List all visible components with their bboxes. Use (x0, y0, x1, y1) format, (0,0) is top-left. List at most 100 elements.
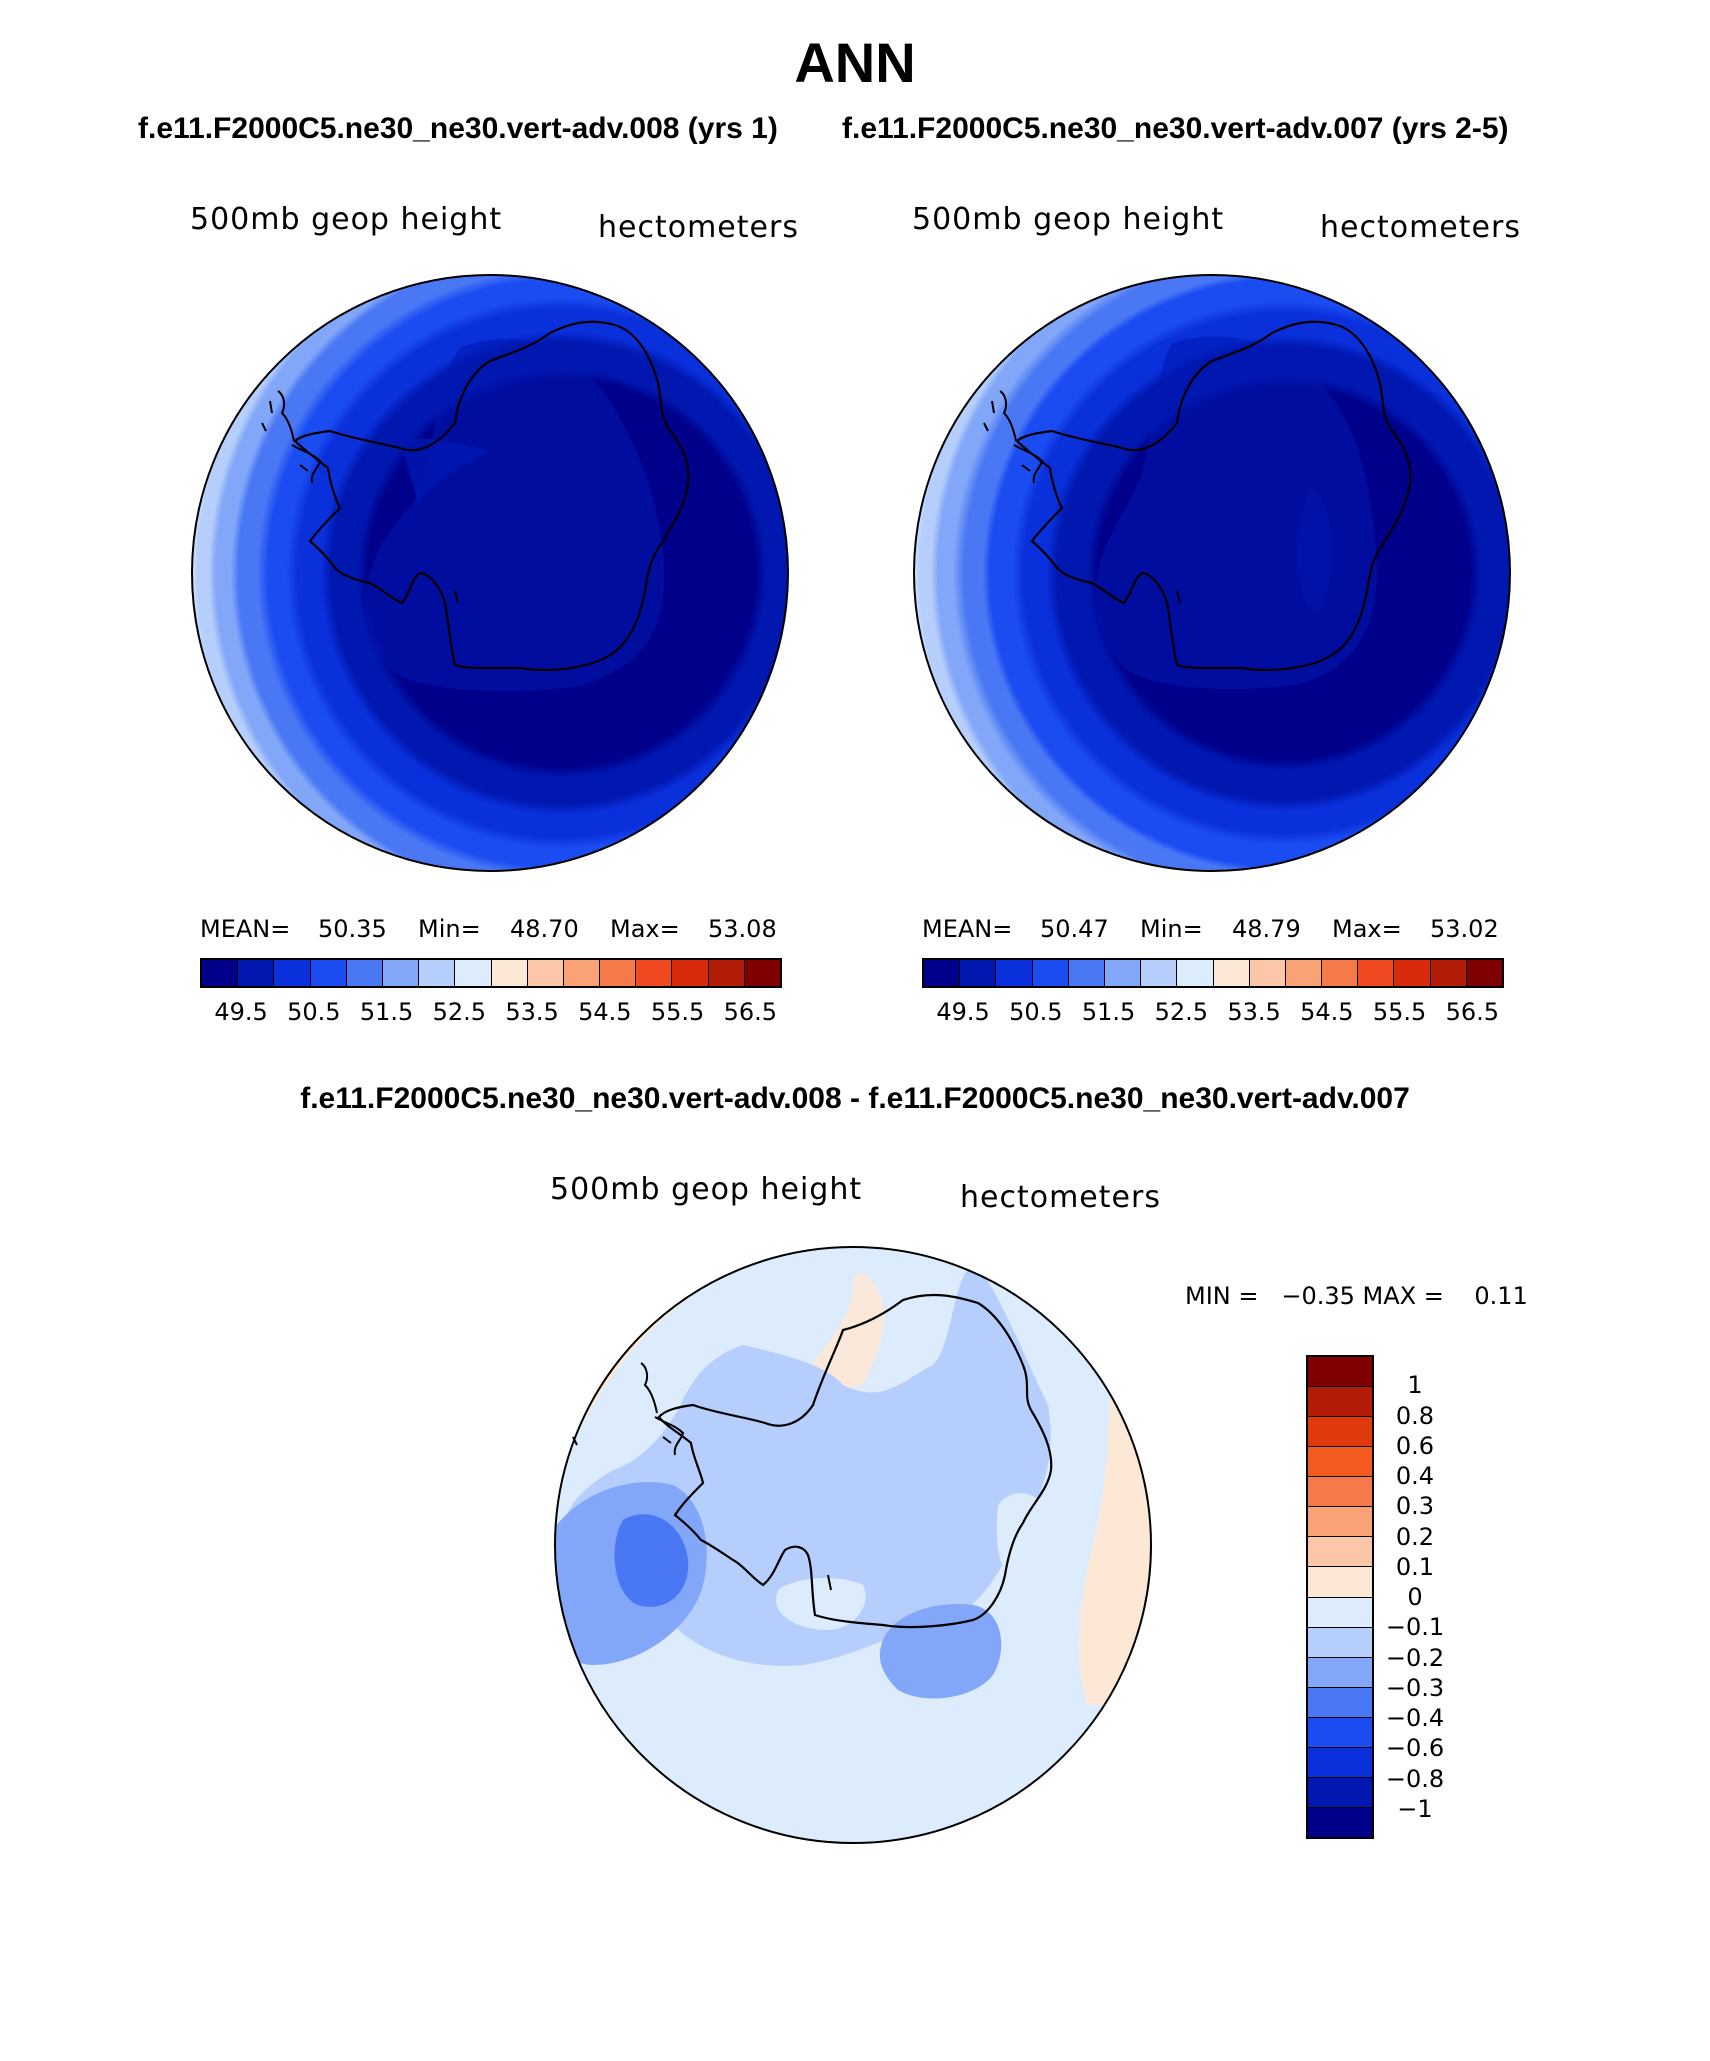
colorbar-tick-label: 56.5 (1445, 998, 1500, 1026)
colorbar-swatch (455, 960, 492, 986)
colorbar-swatch (563, 960, 601, 986)
colorbar-tick-label: −0.3 (1385, 1673, 1445, 1702)
colorbar-tick-label: −0.8 (1385, 1764, 1445, 1793)
colorbar-tick-label: 1 (1407, 1371, 1423, 1400)
colorbar-tick-label: 50.5 (1009, 998, 1063, 1026)
colorbar-swatch (1032, 960, 1069, 986)
panel1-mean-label: MEAN= (200, 915, 291, 943)
panel1-max-label: Max= (610, 915, 680, 943)
colorbar-swatch (419, 960, 456, 986)
colorbar-tick-label: 50.5 (287, 998, 341, 1026)
panel3-difference-map (554, 1246, 1152, 1844)
colorbar-swatch (1308, 1477, 1372, 1508)
colorbar-tick-label: 53.5 (1227, 998, 1281, 1026)
colorbar-swatch (1068, 960, 1105, 986)
colorbar-swatch (600, 960, 637, 986)
panel2-mean-label: MEAN= (922, 915, 1013, 943)
panel3-minmax-label: MIN = −0.35 MAX = 0.11 (1185, 1282, 1528, 1310)
colorbar-swatch (1308, 1417, 1372, 1448)
colorbar-swatch (382, 960, 420, 986)
colorbar-swatch (1308, 1597, 1372, 1628)
colorbar-swatch (1308, 1537, 1372, 1568)
colorbar-tick-label: 51.5 (1081, 998, 1136, 1026)
colorbar-tick-label: −0.6 (1385, 1734, 1445, 1763)
panel1-min-label: Min= (418, 915, 481, 943)
colorbar-swatch (202, 960, 239, 986)
panel2-min-value: 48.79 (1232, 915, 1301, 943)
colorbar-swatch (1322, 960, 1359, 986)
colorbar-tick-label: 0.2 (1395, 1522, 1435, 1551)
colorbar-tick-label: 52.5 (1154, 998, 1209, 1026)
colorbar-tick-label: −0.2 (1385, 1643, 1445, 1672)
colorbar-swatch (1308, 1807, 1372, 1837)
colorbar-swatch (1285, 960, 1323, 986)
panel1-min-value: 48.70 (510, 915, 579, 943)
colorbar-swatch (1308, 1387, 1372, 1418)
panel1-units-label: hectometers (598, 210, 799, 245)
colorbar-swatch (960, 960, 997, 986)
colorbar-swatch (744, 960, 780, 986)
colorbar-tick-label: 49.5 (214, 998, 268, 1026)
panel2-polar-map (913, 274, 1511, 872)
colorbar-swatch (1308, 1777, 1372, 1808)
difference-title: f.e11.F2000C5.ne30_ne30.vert-adv.008 - f… (300, 1082, 1410, 1115)
colorbar-swatch (1249, 960, 1286, 986)
colorbar-swatch (996, 960, 1033, 986)
colorbar-swatch (346, 960, 383, 986)
colorbar-swatch (310, 960, 347, 986)
panel2-colorbar (922, 958, 1504, 988)
panel2-max-value: 53.02 (1430, 915, 1499, 943)
panel3-colorbar (1306, 1355, 1374, 1839)
panel1-antarctica-coastline (293, 320, 690, 671)
colorbar-swatch (1308, 1357, 1372, 1388)
colorbar-swatch (1308, 1657, 1372, 1688)
colorbar-tick-label: 51.5 (359, 998, 414, 1026)
colorbar-swatch (1213, 960, 1250, 986)
panel1-max-value: 53.08 (708, 915, 777, 943)
panel2-max-label: Max= (1332, 915, 1402, 943)
colorbar-tick-label: −1 (1397, 1794, 1433, 1823)
colorbar-tick-label: 55.5 (1372, 998, 1427, 1026)
colorbar-tick-label: 56.5 (723, 998, 778, 1026)
figure-title: ANN (794, 31, 916, 94)
colorbar-tick-label: 0.3 (1395, 1492, 1435, 1521)
panel3-antarctica-coastline (657, 1293, 1053, 1629)
colorbar-swatch (1358, 960, 1395, 986)
colorbar-swatch (1308, 1717, 1372, 1748)
panel2-units-label: hectometers (1320, 210, 1521, 245)
colorbar-swatch (924, 960, 961, 986)
panel1-variable-label: 500mb geop height (190, 202, 503, 237)
colorbar-tick-label: 54.5 (1300, 998, 1354, 1026)
colorbar-tick-label: 49.5 (936, 998, 990, 1026)
colorbar-swatch (274, 960, 311, 986)
colorbar-swatch (1177, 960, 1214, 986)
colorbar-tick-label: −0.4 (1385, 1704, 1445, 1732)
colorbar-swatch (1308, 1747, 1372, 1778)
colorbar-swatch (1308, 1567, 1372, 1598)
colorbar-swatch (1104, 960, 1142, 986)
left-case-subtitle: f.e11.F2000C5.ne30_ne30.vert-adv.008 (yr… (138, 112, 778, 145)
colorbar-swatch (1394, 960, 1431, 986)
colorbar-tick-label: 55.5 (650, 998, 705, 1026)
colorbar-swatch (1308, 1627, 1372, 1658)
colorbar-swatch (672, 960, 709, 986)
colorbar-swatch (1430, 960, 1467, 986)
colorbar-swatch (1308, 1447, 1372, 1478)
panel2-variable-label: 500mb geop height (912, 202, 1225, 237)
colorbar-tick-label: 0.6 (1395, 1431, 1435, 1460)
colorbar-swatch (708, 960, 745, 986)
panel1-colorbar (200, 958, 782, 988)
colorbar-tick-label: −0.1 (1385, 1613, 1445, 1642)
colorbar-swatch (527, 960, 564, 986)
panel3-variable-label: 500mb geop height (550, 1172, 863, 1207)
colorbar-tick-label: 54.5 (578, 998, 632, 1026)
colorbar-tick-label: 53.5 (505, 998, 559, 1026)
colorbar-tick-label: 0 (1407, 1583, 1423, 1611)
panel2-antarctica-coastline (1015, 320, 1412, 671)
colorbar-tick-label: 52.5 (432, 998, 487, 1026)
colorbar-swatch (1308, 1687, 1372, 1718)
colorbar-tick-label: 0.4 (1395, 1462, 1435, 1490)
panel3-units-label: hectometers (960, 1180, 1161, 1215)
colorbar-tick-label: 0.1 (1395, 1552, 1435, 1581)
panel2-min-label: Min= (1140, 915, 1203, 943)
